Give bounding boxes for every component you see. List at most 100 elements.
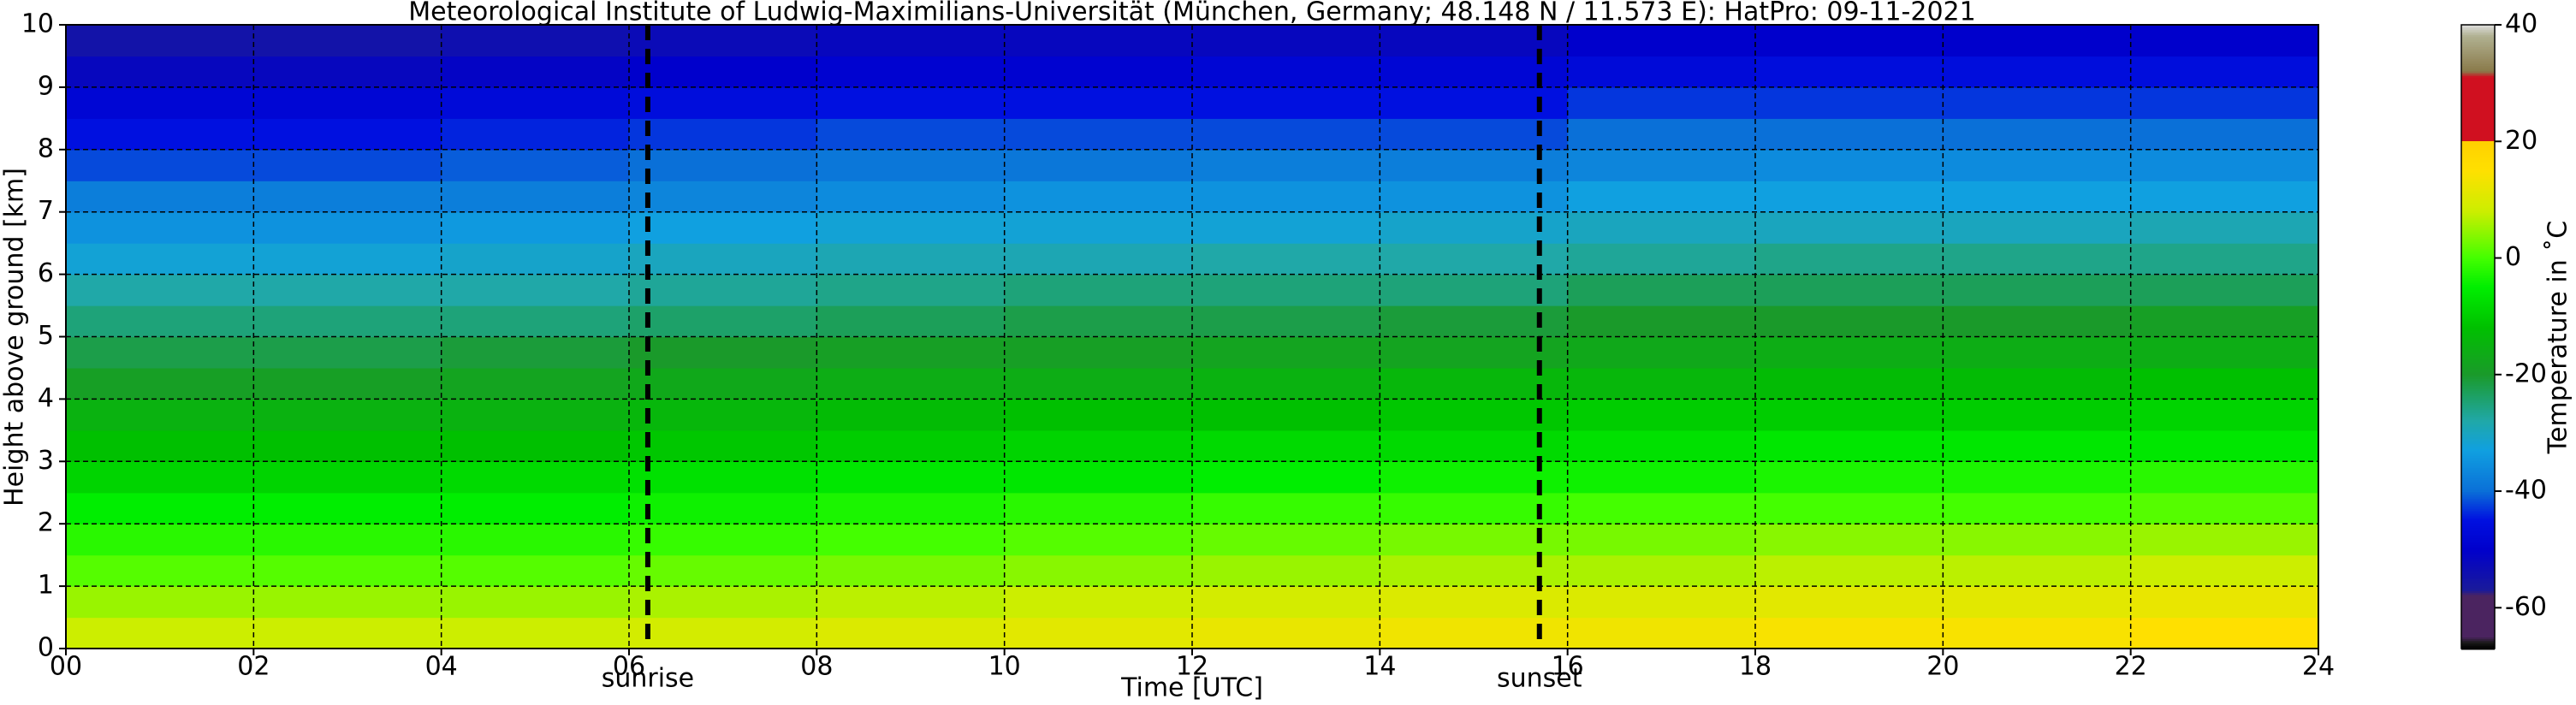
y-tick-label: 6 (38, 258, 54, 288)
colorbar-strip (2461, 273, 2495, 275)
heatmap-cell (1380, 524, 1569, 556)
colorbar-strip (2461, 629, 2495, 631)
colorbar-strip (2461, 446, 2495, 448)
colorbar-strip (2461, 477, 2495, 479)
heatmap-cell (629, 461, 817, 494)
heatmap-cell (253, 305, 442, 338)
colorbar-strip (2461, 603, 2495, 606)
heatmap-cell (1567, 430, 1756, 462)
colorbar-strip (2461, 256, 2495, 258)
colorbar-strip (2461, 157, 2495, 159)
colorbar-strip (2461, 634, 2495, 637)
colorbar-strip (2461, 483, 2495, 486)
colorbar-tick-label: -20 (2505, 358, 2547, 388)
heatmap-cell (1192, 461, 1380, 494)
heatmap-cell (2130, 492, 2319, 524)
colorbar-strip (2461, 203, 2495, 205)
colorbar-strip (2461, 172, 2495, 175)
heatmap-cell (2130, 118, 2319, 151)
heatmap-cell (1192, 430, 1380, 462)
y-tick-label: 2 (38, 508, 54, 538)
colorbar-strip (2461, 216, 2495, 219)
colorbar-strip (2461, 304, 2495, 306)
heatmap-cell (629, 492, 817, 524)
heatmap-cell (66, 492, 254, 524)
heatmap-cell (629, 243, 817, 275)
colorbar-strip (2461, 540, 2495, 542)
heatmap-cell (629, 430, 817, 462)
heatmap-cell (1755, 586, 1944, 619)
colorbar-strip (2461, 264, 2495, 267)
colorbar-strip (2461, 574, 2495, 577)
colorbar-strip (2461, 341, 2495, 344)
heatmap-cell (1755, 617, 1944, 649)
colorbar-strip (2461, 133, 2495, 135)
colorbar-strip (2461, 215, 2495, 217)
colorbar-strip (2461, 560, 2495, 563)
heatmap-cell (66, 86, 254, 119)
colorbar-strip (2461, 110, 2495, 113)
colorbar-strip (2461, 288, 2495, 291)
heatmap-cell (2130, 586, 2319, 619)
colorbar-strip (2461, 617, 2495, 619)
colorbar-strip (2461, 134, 2495, 137)
colorbar-strip (2461, 193, 2495, 195)
heatmap-cell (253, 336, 442, 369)
heatmap-cell (253, 243, 442, 275)
colorbar-strip (2461, 85, 2495, 87)
colorbar-strip (2461, 97, 2495, 99)
colorbar-strip (2461, 174, 2495, 176)
colorbar-strip (2461, 45, 2495, 48)
colorbar-strip (2461, 596, 2495, 599)
colorbar-strip (2461, 545, 2495, 548)
x-axis-label: Time [UTC] (1120, 673, 1263, 703)
colorbar-strip (2461, 514, 2495, 517)
heatmap-cell (253, 86, 442, 119)
colorbar-strip (2461, 54, 2495, 56)
heatmap-cell (1380, 367, 1569, 400)
heatmap-cell (1192, 118, 1380, 151)
colorbar-strip (2461, 40, 2495, 43)
colorbar-strip (2461, 424, 2495, 426)
heatmap-cell (2130, 461, 2319, 494)
heatmap-cell (629, 336, 817, 369)
colorbar-strip (2461, 372, 2495, 375)
heatmap-cell (629, 211, 817, 244)
heatmap-cell (2130, 336, 2319, 369)
colorbar-strip (2461, 569, 2495, 572)
heatmap-cell (1004, 461, 1193, 494)
colorbar-strip (2461, 112, 2495, 115)
y-tick-label: 5 (38, 321, 54, 351)
colorbar-strip (2461, 179, 2495, 181)
heatmap-cell (816, 181, 1006, 213)
colorbar-strip (2461, 552, 2495, 554)
heatmap-cell (253, 211, 442, 244)
colorbar-strip (2461, 223, 2495, 226)
y-tick-label: 0 (38, 633, 54, 663)
heatmap-cell (1380, 118, 1569, 151)
colorbar-strip (2461, 643, 2495, 645)
colorbar-strip (2461, 632, 2495, 635)
heatmap-cell (816, 492, 1006, 524)
heatmap-cell (1943, 461, 2132, 494)
heatmap-cell (816, 554, 1006, 587)
colorbar-strip (2461, 32, 2495, 34)
colorbar-strip (2461, 81, 2495, 84)
colorbar-strip (2461, 475, 2495, 477)
heatmap-cell (816, 86, 1006, 119)
colorbar-strip (2461, 591, 2495, 594)
colorbar-strip (2461, 319, 2495, 322)
colorbar-strip (2461, 631, 2495, 633)
heatmap-cell (1755, 554, 1944, 587)
heatmap-cell (1943, 118, 2132, 151)
heatmap-cell (1567, 586, 1756, 619)
heatmap-cell (1380, 586, 1569, 619)
colorbar-strip (2461, 499, 2495, 501)
colorbar-strip (2461, 490, 2495, 493)
heatmap-cell (1567, 554, 1756, 587)
colorbar-strip (2461, 181, 2495, 183)
colorbar-strip (2461, 244, 2495, 246)
heatmap-cell (1380, 181, 1569, 213)
colorbar-strip (2461, 357, 2495, 359)
heatmap-cell (1755, 461, 1944, 494)
